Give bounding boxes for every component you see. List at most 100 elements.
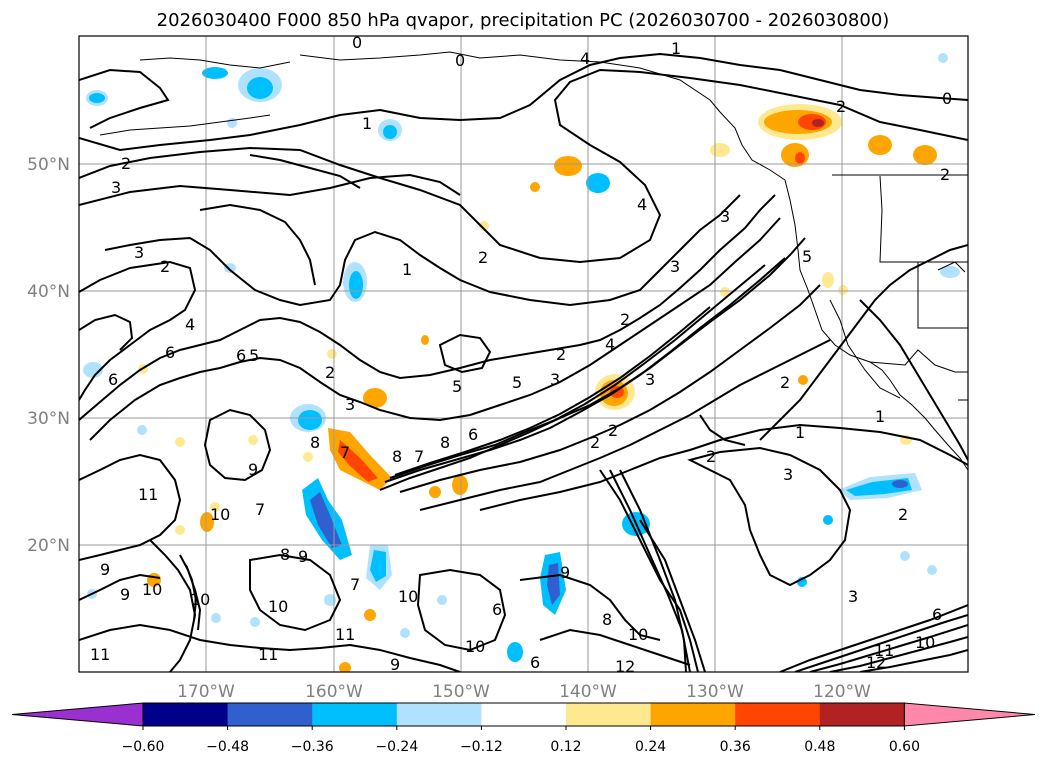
contour-label: 9 xyxy=(298,547,308,566)
colorbar-tick-label: 0.36 xyxy=(720,739,751,755)
colorbar-tick-label: −0.24 xyxy=(375,739,418,755)
contour-label: 3 xyxy=(111,178,121,197)
contour-label: 8 xyxy=(440,433,450,452)
colorbar-extend-max xyxy=(903,702,1036,727)
contour-label: 7 xyxy=(350,575,360,594)
colorbar-extend-min xyxy=(11,702,144,727)
colorbar-tick-label: −0.36 xyxy=(291,739,334,755)
contour-label: 3 xyxy=(645,370,655,389)
contour-label: 1 xyxy=(875,407,885,426)
contour-label: 7 xyxy=(414,447,424,466)
contour-label: 9 xyxy=(560,563,570,582)
map-area xyxy=(79,36,968,672)
contour-label: 0 xyxy=(455,51,465,70)
qvapor-isolines xyxy=(79,52,968,672)
latitude-labels: 50°N 40°N 30°N 20°N xyxy=(27,155,70,556)
colorbar-segment xyxy=(735,703,821,726)
contour-label: 2 xyxy=(780,373,790,392)
contour-label: 6 xyxy=(492,600,502,619)
contour-label: 0 xyxy=(352,33,362,52)
longitude-labels: 170°W 160°W 150°W 140°W 130°W 120°W xyxy=(177,682,871,702)
colorbar-tick-label: −0.48 xyxy=(206,739,249,755)
colorbar-segment xyxy=(396,703,482,726)
contour-label: 1 xyxy=(671,39,681,58)
graticule xyxy=(79,36,968,672)
colorbar-segment xyxy=(819,703,905,726)
contour-label: 8 xyxy=(310,433,320,452)
contour-label: 2 xyxy=(121,154,131,173)
contour-label: 9 xyxy=(248,460,258,479)
contour-label: 10 xyxy=(268,597,288,616)
contour-label: 8 xyxy=(392,447,402,466)
contour-label: 2 xyxy=(556,345,566,364)
contour-label: 10 xyxy=(628,625,648,644)
contour-label: 6 xyxy=(530,653,540,672)
contour-label: 12 xyxy=(866,653,886,672)
contour-label: 2 xyxy=(620,310,630,329)
contour-label: 10 xyxy=(915,633,935,652)
map-frame xyxy=(78,35,969,673)
contour-label: 5 xyxy=(802,247,812,266)
contour-label: 8 xyxy=(602,610,612,629)
colorbar-segment xyxy=(312,703,398,726)
contour-label: 11 xyxy=(138,485,158,504)
contour-label: 10 xyxy=(142,580,162,599)
colorbar-segment xyxy=(566,703,652,726)
colorbar-tick-label: 0.12 xyxy=(550,739,581,755)
contour-label: 3 xyxy=(670,257,680,276)
contour-label: 3 xyxy=(720,207,730,226)
contour-label: 6 xyxy=(165,343,175,362)
contour-label: 2 xyxy=(940,165,950,184)
contour-label: 5 xyxy=(452,377,462,396)
contour-label: 11 xyxy=(258,645,278,664)
contour-label: 2 xyxy=(325,363,335,382)
contour-label: 2 xyxy=(590,433,600,452)
contour-label: 2 xyxy=(836,97,846,116)
contour-label: 2 xyxy=(706,447,716,466)
contour-label: 10 xyxy=(465,637,485,656)
contour-label: 9 xyxy=(390,655,400,674)
contour-label: 1 xyxy=(795,423,805,442)
contour-label: 9 xyxy=(120,585,130,604)
contour-label: 2 xyxy=(478,248,488,267)
contour-label: 4 xyxy=(605,335,615,354)
lon-label-120w: 120°W xyxy=(813,682,871,702)
contour-label: 6 xyxy=(108,370,118,389)
contour-label: 3 xyxy=(550,370,560,389)
contour-label: 10 xyxy=(398,587,418,606)
contour-value-labels: 0 0 1 4 0 2 1 2 3 3 2 1 2 4 3 3 2 5 6 5 … xyxy=(90,33,952,676)
colorbar-segment xyxy=(227,703,313,726)
contour-label: 1 xyxy=(402,260,412,279)
contour-label: 2 xyxy=(898,505,908,524)
lat-label-30n: 30°N xyxy=(27,409,70,429)
contour-label: 7 xyxy=(255,500,265,519)
colorbar-tick-label: 0.48 xyxy=(804,739,835,755)
contour-label: 11 xyxy=(335,625,355,644)
colorbar-tick-label: −0.60 xyxy=(122,739,165,755)
contour-label: 0 xyxy=(942,89,952,108)
precip-fill-positive xyxy=(138,104,937,672)
contour-label: 11 xyxy=(90,645,110,664)
lon-label-150w: 150°W xyxy=(432,682,490,702)
contour-label: 5 xyxy=(512,373,522,392)
lon-label-130w: 130°W xyxy=(686,682,744,702)
contour-label: 3 xyxy=(848,587,858,606)
colorbar-segment xyxy=(650,703,736,726)
contour-label: 10 xyxy=(210,505,230,524)
contour-label: 9 xyxy=(100,560,110,579)
lat-label-20n: 20°N xyxy=(27,536,70,556)
colorbar: −0.60 −0.48 −0.36 −0.24 −0.12 0.12 0.24 0.36 0.4… xyxy=(11,702,1036,755)
contour-label: 6 xyxy=(236,346,246,365)
contour-label: 1 xyxy=(362,114,372,133)
lon-label-160w: 160°W xyxy=(305,682,363,702)
figure-title: 2026030400 F000 850 hPa qvapor, precipit… xyxy=(157,10,890,31)
colorbar-segment xyxy=(143,703,229,726)
contour-label: 6 xyxy=(468,425,478,444)
coastlines xyxy=(99,51,968,471)
contour-label: 11 xyxy=(874,641,894,660)
contour-label: 10 xyxy=(190,590,210,609)
colorbar-tick-label: −0.12 xyxy=(460,739,503,755)
lon-label-140w: 140°W xyxy=(559,682,617,702)
contour-label: 3 xyxy=(134,243,144,262)
